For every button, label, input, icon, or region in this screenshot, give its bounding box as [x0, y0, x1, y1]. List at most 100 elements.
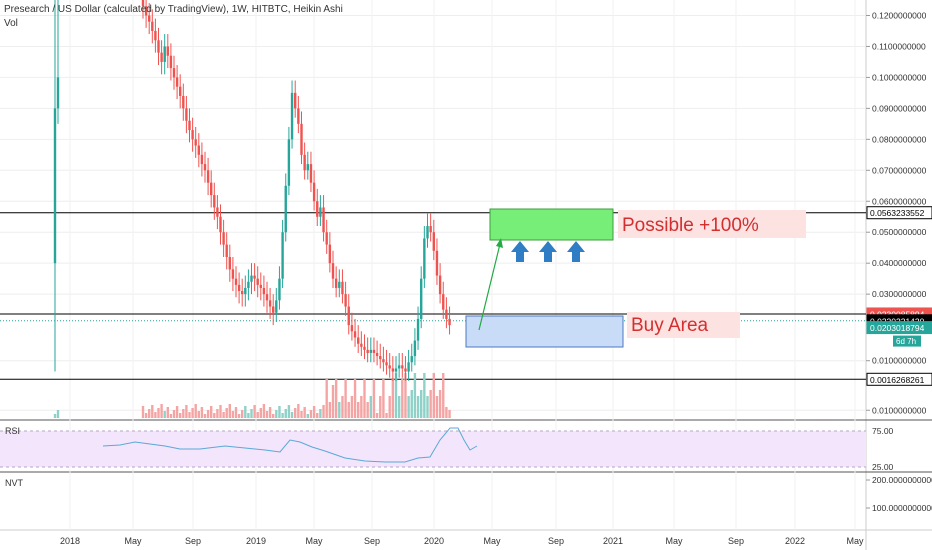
price-tick-label: 0.0100000000 — [872, 356, 927, 366]
candle-body — [379, 356, 382, 360]
volume-bar — [309, 410, 313, 418]
candle-body — [312, 182, 316, 202]
volume-bar — [420, 390, 423, 418]
candle-body — [250, 275, 253, 282]
price-tick-label: 0.0900000000 — [872, 103, 927, 113]
chart-title: Presearch / US Dollar (calculated by Tra… — [4, 4, 343, 15]
candle-body — [366, 349, 369, 353]
up-arrow-icon — [511, 241, 529, 262]
volume-bar — [385, 413, 388, 418]
candle-body — [397, 365, 401, 369]
volume-bar — [179, 413, 182, 418]
volume-bar — [379, 396, 382, 418]
candle-body — [294, 92, 297, 109]
volume-bar — [338, 402, 341, 418]
volume-bar — [416, 396, 420, 418]
volume-bar — [172, 410, 176, 418]
volume-bar — [366, 402, 369, 418]
candle-body — [331, 263, 335, 279]
candle-body — [369, 349, 372, 353]
buy-zone-box — [465, 315, 624, 348]
volume-bar — [350, 396, 354, 418]
price-tick-label: 0.0800000000 — [872, 134, 927, 144]
candle-body — [141, 0, 145, 7]
candle-body — [175, 77, 179, 87]
candle-body — [157, 40, 160, 53]
volume-bar — [448, 410, 451, 418]
volume-bar — [404, 373, 407, 418]
volume-bar — [382, 379, 385, 418]
candle-body — [438, 275, 442, 295]
candle-body — [284, 185, 287, 233]
volume-bar — [334, 379, 338, 418]
volume-bar — [182, 409, 185, 418]
candle-body — [281, 232, 284, 279]
volume-bar — [216, 409, 219, 418]
candle-body — [297, 108, 300, 124]
volume-bar — [141, 406, 145, 418]
nvt-tick-label: 100.0000000000 — [872, 503, 932, 513]
candle-body — [191, 130, 194, 140]
volume-bar — [166, 407, 169, 418]
candle-body — [357, 337, 360, 344]
rsi-band — [0, 431, 866, 467]
volume-bar — [268, 407, 272, 418]
candle-body — [210, 182, 213, 196]
candle-body — [185, 108, 188, 121]
up-arrow-icon — [539, 241, 557, 262]
candle-body — [268, 300, 272, 307]
volume-bar — [206, 410, 210, 418]
candle-body — [448, 318, 451, 326]
candle-body — [166, 46, 169, 56]
volume-bar — [259, 408, 262, 418]
volume-bar — [278, 406, 281, 418]
volume-bar — [234, 407, 238, 418]
nvt-pane: 200.0000000000 100.0000000000 — [866, 475, 932, 513]
volume-bar — [157, 408, 160, 418]
time-tick-label: 2022 — [785, 536, 805, 546]
candle-body — [394, 368, 398, 372]
volume-bar — [175, 406, 179, 418]
candle-body — [429, 226, 432, 233]
volume-bar — [290, 412, 294, 418]
level-high-badge-text: 0.0563233552 — [870, 208, 925, 218]
candle-body — [151, 21, 154, 31]
volume-bar — [401, 379, 404, 418]
volume-bar — [241, 410, 244, 418]
volume-bar — [294, 408, 297, 418]
level-low-badge — [866, 372, 932, 386]
time-tick-label: May — [124, 536, 142, 546]
price-tick-label: 0.0100000000 — [872, 405, 927, 415]
volume-bar — [413, 373, 417, 418]
volume-label: Vol — [4, 18, 18, 29]
candle-body — [56, 77, 60, 109]
level-low-badge-text: 0.0016268261 — [870, 375, 925, 385]
candle-body — [442, 294, 445, 310]
volume-bar — [210, 406, 213, 418]
rsi-tick-label: 75.00 — [872, 426, 894, 436]
volume-bar — [231, 411, 235, 418]
time-tick-label: May — [665, 536, 683, 546]
candle-body — [385, 362, 388, 366]
candle-body — [179, 86, 182, 96]
candle-body — [169, 55, 173, 69]
time-tick-label: Sep — [185, 536, 201, 546]
volume-bar — [250, 409, 253, 418]
volume-bar — [300, 411, 303, 418]
candle-body — [338, 281, 341, 288]
buy-label-text: Buy Area — [631, 315, 709, 336]
time-tick-label: 2018 — [60, 536, 80, 546]
volume-bar — [297, 404, 300, 418]
volume-bar — [360, 396, 363, 418]
candle-body — [319, 207, 322, 217]
volume-bar — [225, 408, 228, 418]
price-tick-label: 0.1100000000 — [872, 41, 926, 51]
candle-body — [341, 281, 344, 295]
candle-body — [182, 95, 185, 109]
candle-body — [237, 284, 241, 292]
volume-bar — [435, 396, 439, 418]
volume-bar — [344, 379, 347, 418]
time-tick-label: Sep — [548, 536, 564, 546]
volume-bar — [397, 396, 401, 418]
